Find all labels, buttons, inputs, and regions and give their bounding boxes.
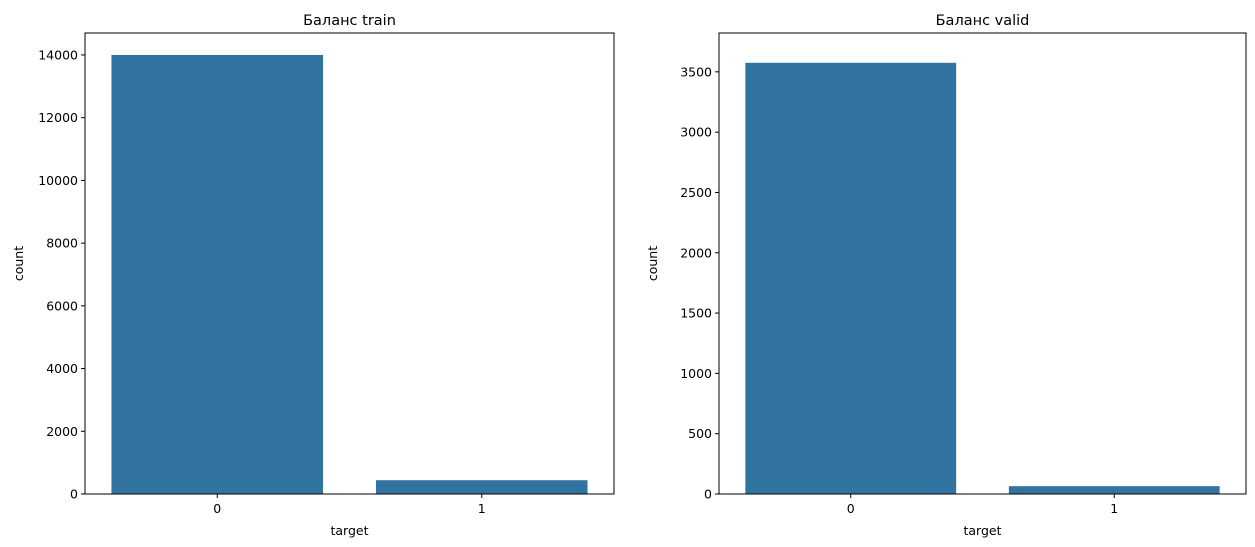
y-tick-label: 14000 <box>38 47 78 62</box>
chart-panel-train: 0 2000 4000 6000 8000 10000 12000 14000 0 1 Баланс… <box>11 13 615 538</box>
plot-frame <box>718 32 1247 495</box>
x-tick-label: 1 <box>478 501 486 516</box>
x-tick-label: 0 <box>213 501 221 516</box>
x-tick-label: 0 <box>847 501 855 516</box>
y-tick-label: 2500 <box>680 185 712 200</box>
x-tick-label: 1 <box>1110 501 1118 516</box>
y-tick-label: 6000 <box>46 298 78 313</box>
plot-frame <box>84 32 615 495</box>
bar-1 <box>1008 486 1220 494</box>
y-tick-label: 2000 <box>680 245 712 260</box>
y-axis-label: count <box>11 246 26 281</box>
y-tick-label: 2000 <box>46 424 78 439</box>
y-tick-label: 1000 <box>680 366 712 381</box>
bar-0 <box>111 54 324 494</box>
y-tick-label: 8000 <box>46 236 78 251</box>
x-axis-label: target <box>963 523 1001 538</box>
y-tick-label: 3000 <box>680 125 712 140</box>
y-tick-label: 12000 <box>38 110 78 125</box>
y-tick-label: 1500 <box>680 306 712 321</box>
chart-title-valid: Баланс valid <box>936 13 1030 29</box>
chart-title-train: Баланс train <box>303 13 396 29</box>
y-tick-label: 0 <box>704 487 712 502</box>
bar-1 <box>375 480 588 494</box>
y-tick-label: 4000 <box>46 361 78 376</box>
y-tick-label: 3500 <box>680 64 712 79</box>
bar-0 <box>745 62 957 495</box>
y-tick-label: 500 <box>688 426 712 441</box>
y-axis-label: count <box>645 246 660 281</box>
y-tick-label: 10000 <box>38 173 78 188</box>
x-axis-label: target <box>330 523 368 538</box>
chart-panel-valid: 0 500 1000 1500 2000 2500 3000 3500 0 1 Баланс val… <box>645 13 1247 538</box>
y-tick-label: 0 <box>70 487 78 502</box>
